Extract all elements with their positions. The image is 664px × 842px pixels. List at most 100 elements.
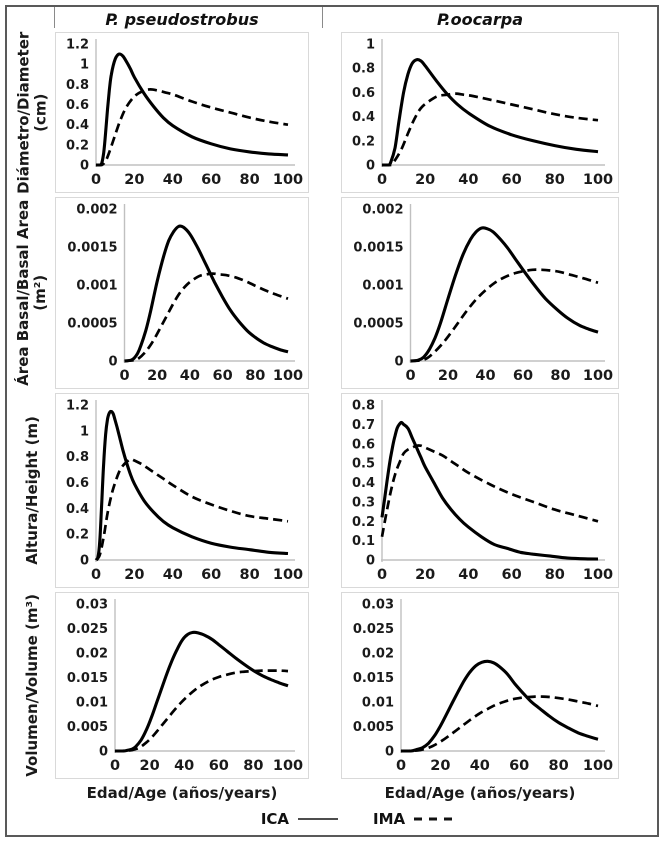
chart-cell: 0 0.2 0.4 0.6 0.8 1 1.2 0 20 40 60 80 100 xyxy=(55,391,309,590)
chart-pseudostrobus-basal-area: 0 0.0005 0.001 0.0015 0.002 0 20 40 60 80 100 xyxy=(55,197,309,389)
svg-text:0: 0 xyxy=(377,567,387,583)
svg-text:40: 40 xyxy=(458,567,478,583)
svg-text:0.2: 0.2 xyxy=(352,134,375,149)
row-label-basal-area: Área Basal/Basal Area (m²) xyxy=(9,195,55,391)
svg-text:0.002: 0.002 xyxy=(76,203,117,218)
svg-text:100: 100 xyxy=(273,172,303,188)
svg-text:0: 0 xyxy=(80,159,89,174)
chart-cell: 0 0.2 0.4 0.6 0.8 1 0 20 40 60 80 100 xyxy=(341,30,619,195)
svg-text:0.0005: 0.0005 xyxy=(67,317,117,332)
svg-text:40: 40 xyxy=(163,172,183,188)
svg-text:0.03: 0.03 xyxy=(76,598,108,613)
svg-text:1: 1 xyxy=(80,424,89,439)
legend-label-ima: IMA xyxy=(373,810,406,828)
row-label-volume-line1: Volumen/Volume (m³) xyxy=(22,594,41,777)
svg-text:0: 0 xyxy=(91,567,101,583)
svg-text:0.0015: 0.0015 xyxy=(67,241,117,256)
svg-text:1.2: 1.2 xyxy=(66,38,89,53)
svg-text:0: 0 xyxy=(366,159,375,174)
svg-text:0: 0 xyxy=(119,368,129,384)
chart-cell: 0 0.0005 0.001 0.0015 0.002 0 20 40 60 80 100 xyxy=(341,195,619,391)
row-label-diameter: Diámetro/Diameter (cm) xyxy=(9,30,55,195)
svg-text:0.2: 0.2 xyxy=(352,515,375,530)
x-axis-label-right: Edad/Age (años/years) xyxy=(384,784,576,802)
svg-text:0.6: 0.6 xyxy=(352,86,375,101)
chart-cell: 0 0.005 0.01 0.015 0.02 0.025 0.03 0 20 40 60 80 100 xyxy=(55,590,309,781)
chart-pseudostrobus-height: 0 0.2 0.4 0.6 0.8 1 1.2 0 20 40 60 80 100 xyxy=(55,393,309,588)
svg-text:60: 60 xyxy=(513,368,533,384)
legend-item-ima: IMA xyxy=(373,810,457,828)
svg-text:0.005: 0.005 xyxy=(353,720,394,735)
svg-text:80: 80 xyxy=(545,172,565,188)
figure-frame: P. pseudostrobus P.oocarpa Diámetro/Diam… xyxy=(5,5,659,837)
row-label-diameter-text: Diámetro/Diameter (cm) xyxy=(14,31,49,193)
svg-text:100: 100 xyxy=(583,172,613,188)
svg-text:0.8: 0.8 xyxy=(66,450,89,465)
row-label-volume: Volumen/Volume (m³) xyxy=(9,590,55,781)
svg-text:0.01: 0.01 xyxy=(76,696,108,711)
row-label-height-line1: Altura/Height (m) xyxy=(22,416,41,565)
svg-text:20: 20 xyxy=(415,172,435,188)
svg-text:0: 0 xyxy=(110,758,120,774)
svg-text:60: 60 xyxy=(201,172,221,188)
svg-text:0.01: 0.01 xyxy=(362,696,394,711)
chart-oocarpa-volume: 0 0.005 0.01 0.015 0.02 0.025 0.03 0 20 40 60 80 100 xyxy=(341,592,619,779)
svg-text:20: 20 xyxy=(140,758,160,774)
svg-text:0: 0 xyxy=(99,745,108,760)
chart-cell: 0 0.005 0.01 0.015 0.02 0.025 0.03 0 20 40 60 80 100 xyxy=(341,590,619,781)
row-label-height-text: Altura/Height (m) xyxy=(22,416,41,565)
svg-text:0: 0 xyxy=(394,355,403,370)
svg-text:0.2: 0.2 xyxy=(66,138,89,153)
chart-pseudostrobus-volume: 0 0.005 0.01 0.015 0.02 0.025 0.03 0 20 40 60 80 100 xyxy=(55,592,309,779)
svg-text:0.8: 0.8 xyxy=(66,78,89,93)
svg-text:0: 0 xyxy=(405,368,415,384)
svg-text:80: 80 xyxy=(245,368,265,384)
svg-text:100: 100 xyxy=(273,758,303,774)
svg-text:0: 0 xyxy=(80,554,89,569)
svg-text:0.005: 0.005 xyxy=(67,720,108,735)
row-label-basal-area-text: Área Basal/Basal Area (m²) xyxy=(14,199,49,387)
row-label-basal-area-line1: Área Basal/Basal Area xyxy=(14,199,33,387)
svg-text:100: 100 xyxy=(273,567,303,583)
svg-text:0.3: 0.3 xyxy=(352,495,375,510)
legend: ICA IMA xyxy=(35,806,664,832)
x-axis-label-left: Edad/Age (años/years) xyxy=(86,784,278,802)
chart-cell: 0 0.2 0.4 0.6 0.8 1 1.2 0 20 40 60 80 100 xyxy=(55,30,309,195)
dashed-line-swatch xyxy=(414,817,457,821)
svg-text:1: 1 xyxy=(80,58,89,73)
svg-text:0: 0 xyxy=(366,554,375,569)
svg-text:1.2: 1.2 xyxy=(66,399,89,414)
svg-text:20: 20 xyxy=(124,567,144,583)
svg-text:60: 60 xyxy=(502,172,522,188)
svg-text:0.8: 0.8 xyxy=(352,62,375,77)
svg-text:60: 60 xyxy=(209,758,229,774)
svg-text:40: 40 xyxy=(475,368,495,384)
svg-text:20: 20 xyxy=(147,368,167,384)
svg-text:0.02: 0.02 xyxy=(362,647,394,662)
svg-text:60: 60 xyxy=(502,567,522,583)
svg-text:80: 80 xyxy=(549,758,569,774)
svg-text:0.0005: 0.0005 xyxy=(353,317,403,332)
svg-text:0.6: 0.6 xyxy=(352,437,375,452)
svg-text:0.6: 0.6 xyxy=(66,98,89,113)
svg-text:40: 40 xyxy=(174,758,194,774)
svg-text:40: 40 xyxy=(470,758,490,774)
svg-text:20: 20 xyxy=(124,172,144,188)
svg-text:60: 60 xyxy=(213,368,233,384)
column-title-pseudostrobus: P. pseudostrobus xyxy=(105,10,259,29)
svg-text:1: 1 xyxy=(366,38,375,53)
svg-text:0.015: 0.015 xyxy=(67,671,108,686)
svg-text:0: 0 xyxy=(91,172,101,188)
svg-text:100: 100 xyxy=(583,567,613,583)
svg-text:0.5: 0.5 xyxy=(352,457,375,472)
svg-text:100: 100 xyxy=(583,368,613,384)
svg-text:80: 80 xyxy=(240,567,260,583)
legend-label-ica: ICA xyxy=(260,810,290,828)
chart-oocarpa-diameter: 0 0.2 0.4 0.6 0.8 1 0 20 40 60 80 100 xyxy=(341,32,619,193)
svg-text:0.1: 0.1 xyxy=(352,534,375,549)
svg-text:0.4: 0.4 xyxy=(66,118,89,133)
svg-text:40: 40 xyxy=(180,368,200,384)
row-label-height: Altura/Height (m) xyxy=(9,391,55,590)
svg-text:0.6: 0.6 xyxy=(66,476,89,491)
svg-text:80: 80 xyxy=(243,758,263,774)
